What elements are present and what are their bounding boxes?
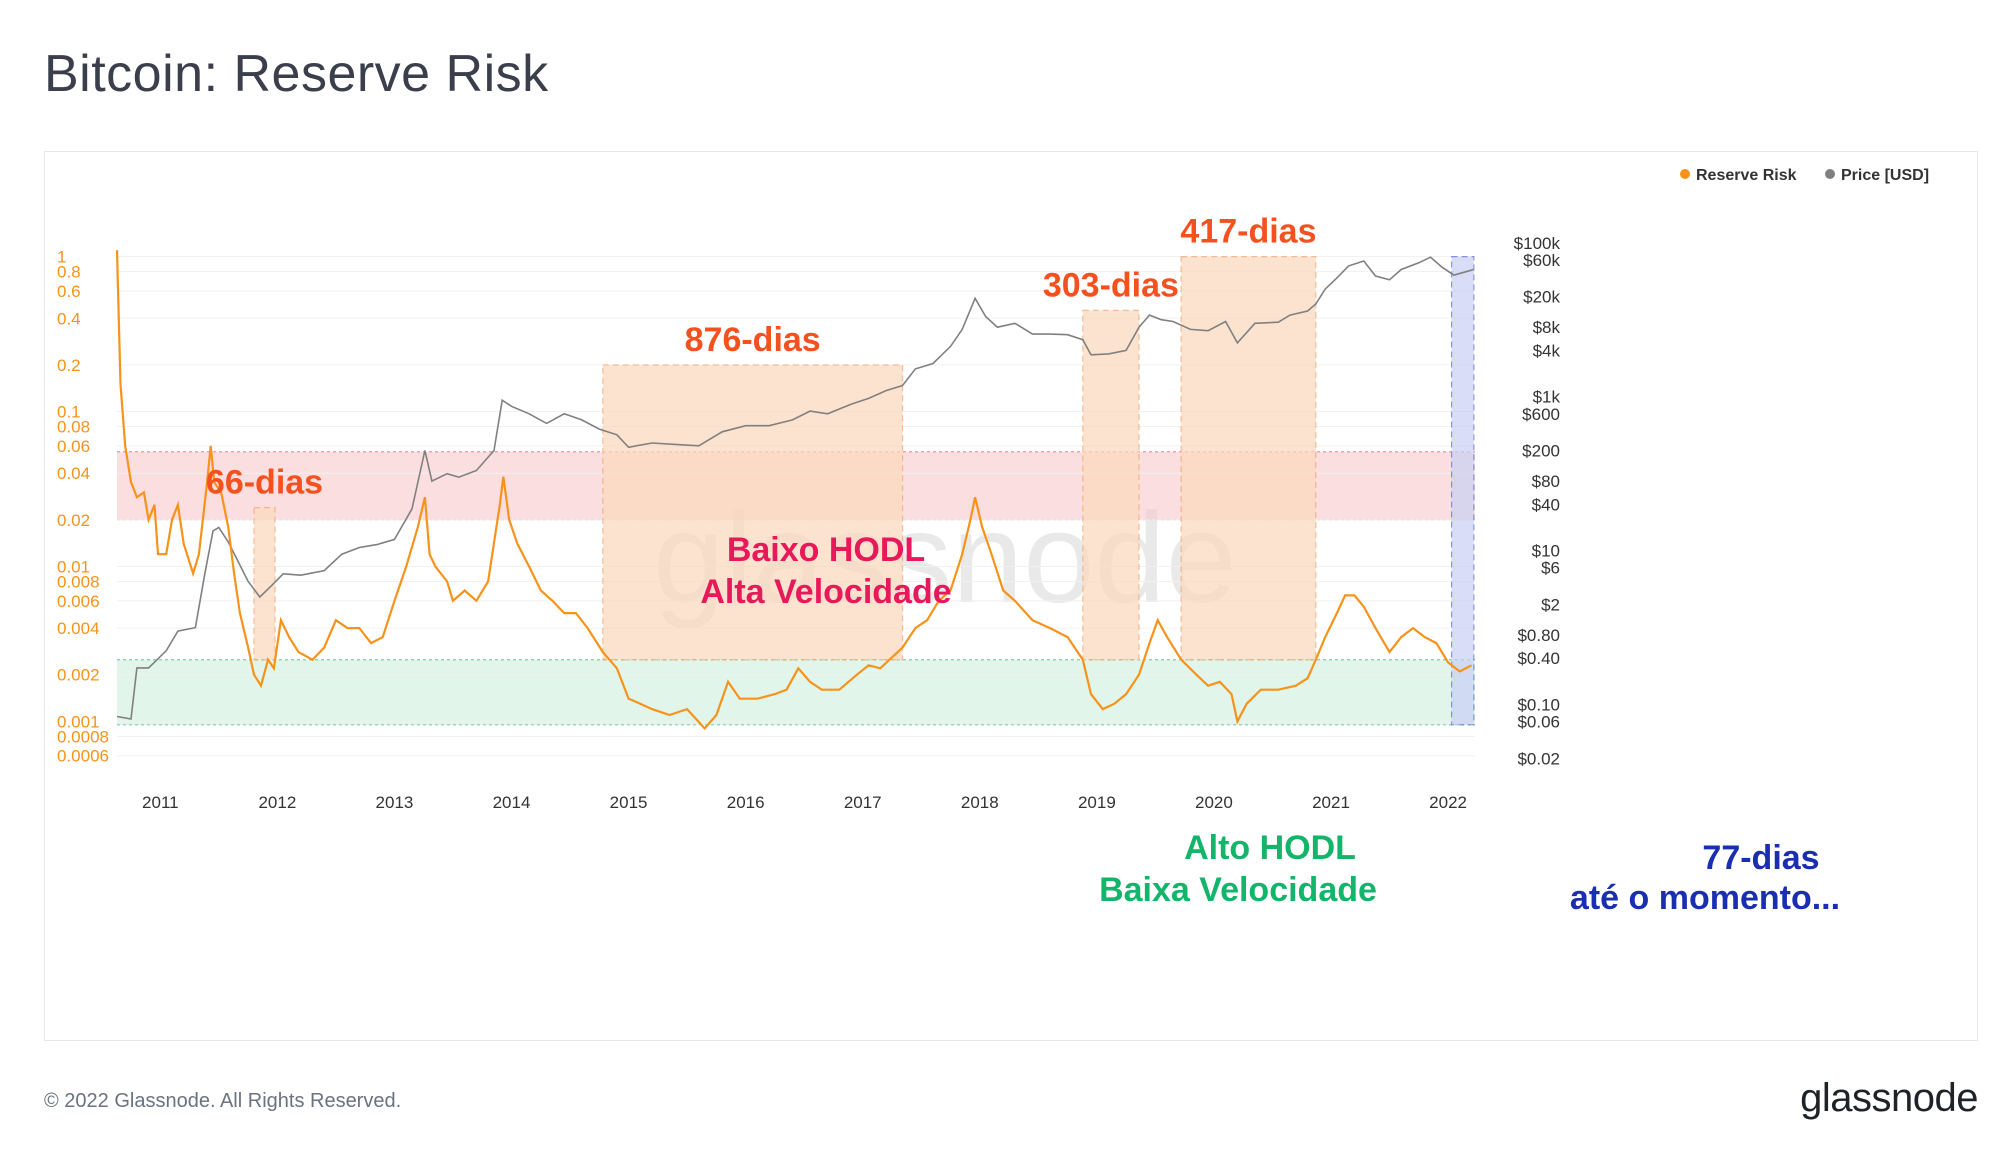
period-417-dias — [1180, 256, 1317, 661]
y-right-tick-label: $600 — [1522, 405, 1560, 424]
y-left-tick-label: 0.002 — [57, 666, 100, 685]
y-right-tick-label: $10 — [1532, 542, 1560, 561]
y-right-tick-label: $20k — [1523, 288, 1560, 307]
y-right-tick-label: $2 — [1541, 595, 1560, 614]
low-zone-label-line1: Alto HODL — [1184, 829, 1356, 867]
y-left-tick-label: 0.06 — [57, 437, 90, 456]
current-period-label: 77-dias — [1702, 839, 1819, 877]
period-label: 303-dias — [1043, 266, 1179, 304]
y-left-tick-label: 0.001 — [57, 712, 100, 731]
x-tick-label: 2018 — [961, 793, 999, 812]
y-right-tick-label: $60k — [1523, 251, 1560, 270]
period-label: 876-dias — [685, 321, 821, 359]
current-period — [1450, 256, 1475, 726]
brand-logo: glassnode — [1800, 1076, 1978, 1120]
x-tick-label: 2015 — [610, 793, 648, 812]
y-right-tick-label: $80 — [1532, 472, 1560, 491]
low-band — [117, 659, 1475, 725]
y-right-tick-label: $4k — [1533, 341, 1561, 360]
y-right-tick-label: $100k — [1514, 234, 1561, 253]
y-right-tick-label: $0.06 — [1517, 713, 1560, 732]
x-tick-label: 2014 — [493, 793, 531, 812]
x-tick-label: 2020 — [1195, 793, 1233, 812]
y-left-tick-label: 0.08 — [57, 418, 90, 437]
y-left-tick-label: 0.008 — [57, 572, 100, 591]
y-right-tick-label: $40 — [1532, 495, 1560, 514]
current-period-sublabel: até o momento... — [1570, 879, 1840, 917]
high-zone-label-line1: Baixo HODL — [727, 531, 925, 569]
y-left-tick-label: 0.006 — [57, 592, 100, 611]
period-label: 66-dias — [206, 464, 323, 502]
y-left-tick-label: 0.04 — [57, 464, 90, 483]
period-303-dias — [1082, 309, 1140, 661]
y-left-tick-label: 0.1 — [57, 403, 81, 422]
y-right-tick-label: $0.80 — [1517, 626, 1560, 645]
y-left-tick-label: 0.004 — [57, 619, 100, 638]
high-zone-label-line2: Alta Velocidade — [700, 573, 951, 611]
x-tick-label: 2019 — [1078, 793, 1116, 812]
price-series-line — [116, 256, 1475, 720]
period-876-dias — [602, 364, 904, 661]
y-left-tick-label: 0.8 — [57, 263, 81, 282]
reserve-risk-series-line — [115, 250, 1473, 731]
y-left-tick-label: 1 — [57, 248, 66, 267]
x-tick-label: 2022 — [1429, 793, 1467, 812]
y-right-tick-label: $1k — [1533, 388, 1561, 407]
y-right-tick-label: $0.10 — [1517, 696, 1560, 715]
y-right-tick-label: $0.02 — [1517, 749, 1560, 768]
chart-frame: glassnode 1 0.8 0.6 0.4 0.2 0.1 0.08 0.06 0.04 0.… — [44, 151, 1978, 1041]
period-label: 417-dias — [1180, 213, 1316, 251]
legend-dot — [1680, 169, 1690, 179]
y-left-tick-label: 0.2 — [57, 356, 81, 375]
y-left-tick-label: 0.02 — [57, 511, 90, 530]
y-left-tick-label: 0.01 — [57, 557, 90, 576]
y-right-tick-label: $6 — [1541, 559, 1560, 578]
y-right-tick-label: $8k — [1533, 318, 1561, 337]
reserve-risk-chart: glassnode 10.80.60.40.20.10.080.060.040.… — [57, 167, 1929, 917]
period-66-dias — [253, 506, 276, 661]
legend-label: Reserve Risk — [1696, 167, 1797, 184]
y-left-tick-label: 0.0006 — [57, 747, 109, 766]
x-tick-label: 2012 — [258, 793, 296, 812]
legend-label: Price [USD] — [1841, 167, 1929, 184]
copyright-text: © 2022 Glassnode. All Rights Reserved. — [44, 1090, 402, 1112]
x-tick-label: 2011 — [142, 793, 179, 812]
y-right-tick-label: $200 — [1522, 442, 1560, 461]
low-zone-label-line2: Baixa Velocidade — [1099, 871, 1377, 909]
y-left-tick-label: 0.6 — [57, 282, 81, 301]
x-tick-label: 2016 — [727, 793, 765, 812]
x-tick-label: 2013 — [376, 793, 414, 812]
x-tick-label: 2021 — [1312, 793, 1350, 812]
y-left-tick-label: 0.0008 — [57, 727, 109, 746]
x-tick-label: 2017 — [844, 793, 882, 812]
legend-dot — [1825, 169, 1835, 179]
page-title: Bitcoin: Reserve Risk — [44, 45, 549, 103]
y-left-tick-label: 0.4 — [57, 309, 81, 328]
y-right-tick-label: $0.40 — [1517, 649, 1560, 668]
